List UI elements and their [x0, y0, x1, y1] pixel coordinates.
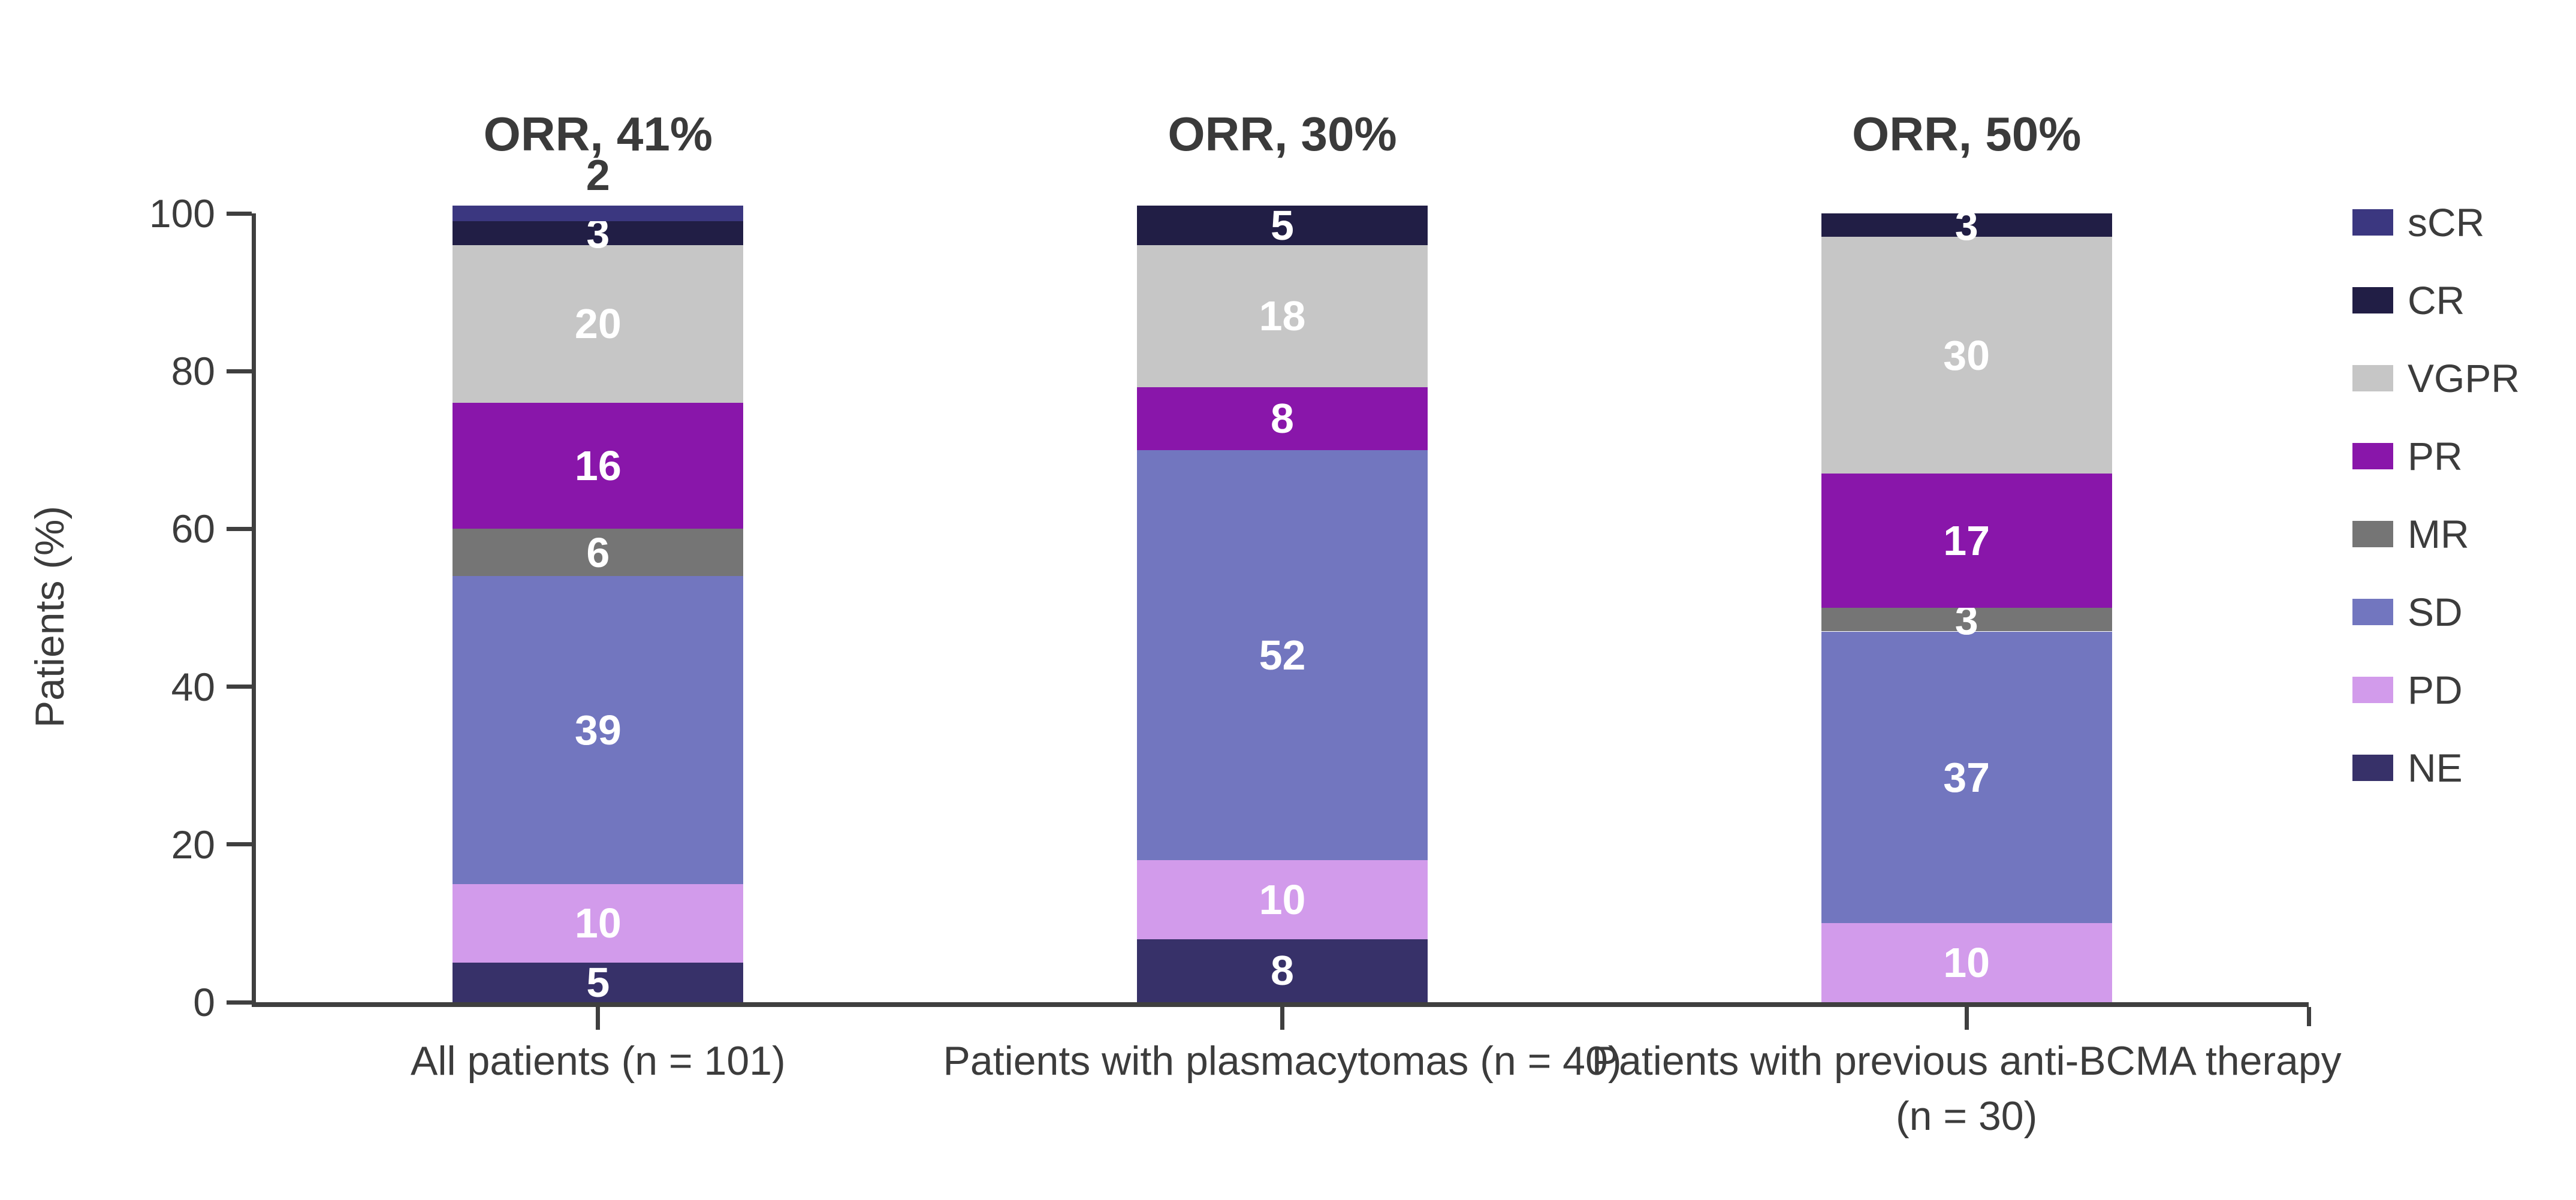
legend-swatch-icon — [2352, 287, 2393, 313]
segment-value-label: 37 — [1943, 753, 1990, 801]
segment-pd: 10 — [1821, 923, 2112, 1002]
legend-swatch-icon — [2352, 365, 2393, 391]
x-axis-end-tick — [2307, 1007, 2311, 1026]
legend-item-cr: CR — [2352, 281, 2520, 320]
segment-value-label: 5 — [1271, 201, 1294, 249]
segment-vgpr: 18 — [1137, 245, 1428, 387]
plot-area: 0 20 40 60 80 100 5 10 39 6 16 20 3 2 ORR, 41% All pati… — [149, 110, 2342, 1139]
segment-sd: 52 — [1137, 450, 1428, 861]
y-tick-mark — [227, 526, 252, 531]
segment-value-label: 5 — [586, 959, 610, 1006]
segment-value-label: 6 — [586, 529, 610, 576]
legend-swatch-icon — [2352, 209, 2393, 236]
segment-pd: 10 — [1137, 860, 1428, 939]
legend-swatch-icon — [2352, 443, 2393, 469]
bar-2: 8 10 52 8 18 5 — [1137, 204, 1428, 1002]
y-tick-mark — [227, 842, 252, 847]
y-tick-mark — [227, 1000, 252, 1005]
legend-item-vgpr: VGPR — [2352, 358, 2520, 398]
y-axis-title: Patients (%) — [27, 505, 73, 728]
bar-3: 10 37 3 17 30 3 — [1821, 204, 2112, 1002]
x-category-label: Patients with plasmacytomas (n = 40) — [943, 1038, 1622, 1084]
segment-value-label: 8 — [1271, 947, 1294, 994]
segment-value-label: 52 — [1259, 631, 1306, 679]
orr-label: ORR, 41% — [483, 107, 713, 161]
segment-scr — [453, 205, 744, 222]
segment-value-label: 39 — [574, 706, 622, 753]
segment-ne: 8 — [1137, 939, 1428, 1002]
legend-label: sCR — [2408, 200, 2485, 245]
segment-value-label: 8 — [1271, 395, 1294, 442]
y-tick-mark — [227, 211, 252, 216]
x-tick-mark — [1280, 1007, 1284, 1030]
y-tick-mark — [227, 369, 252, 373]
legend-label: SD — [2408, 590, 2463, 634]
legend-swatch-icon — [2352, 677, 2393, 703]
y-tick-label: 20 — [171, 822, 215, 867]
legend-label: MR — [2408, 512, 2469, 556]
segment-pr: 17 — [1821, 474, 2112, 608]
segment-ne: 5 — [453, 959, 744, 1006]
segment-pr: 8 — [1137, 387, 1428, 450]
legend-item-pr: PR — [2352, 436, 2520, 476]
segment-sd: 39 — [453, 576, 744, 884]
legend-label: NE — [2408, 746, 2463, 790]
segment-cr: 3 — [453, 212, 744, 254]
segment-value-label: 10 — [1259, 876, 1306, 923]
segment-value-label: 18 — [1259, 293, 1306, 340]
x-category-label: Patients with previous anti-BCMA therapy… — [1591, 1038, 2342, 1139]
y-tick-label: 100 — [149, 191, 215, 236]
legend-swatch-icon — [2352, 599, 2393, 625]
segment-value-label-outside: 2 — [586, 151, 610, 200]
segment-vgpr: 30 — [1821, 237, 2112, 474]
legend-item-pd: PD — [2352, 670, 2520, 710]
orr-label: ORR, 50% — [1851, 107, 2082, 161]
segment-mr: 6 — [453, 529, 744, 577]
legend-item-scr: sCR — [2352, 203, 2520, 242]
legend-item-mr: MR — [2352, 514, 2520, 554]
segment-value-label: 30 — [1943, 331, 1990, 379]
y-tick-mark — [227, 685, 252, 689]
x-tick-mark — [1964, 1007, 1969, 1030]
segment-value-label: 10 — [1943, 939, 1990, 987]
segment-pr: 16 — [453, 402, 744, 529]
y-tick-label: 0 — [193, 980, 215, 1024]
y-tick-label: 40 — [171, 664, 215, 709]
segment-value-label: 17 — [1943, 517, 1990, 565]
segment-cr: 5 — [1137, 201, 1428, 249]
segment-value-label: 20 — [574, 300, 622, 348]
legend: sCR CR VGPR PR MR SD PD NE — [2352, 203, 2520, 788]
segment-vgpr: 20 — [453, 245, 744, 403]
legend-label: CR — [2408, 278, 2465, 322]
segment-value-label: 16 — [574, 442, 622, 490]
segment-mr: 3 — [1821, 599, 2112, 641]
segment-value-label: 10 — [574, 900, 622, 947]
legend-label: PR — [2408, 434, 2463, 478]
segment-cr: 3 — [1821, 204, 2112, 246]
segment-value-label: 3 — [1954, 201, 1978, 249]
bar-1: 5 10 39 6 16 20 3 — [453, 205, 744, 1006]
legend-label: PD — [2408, 668, 2463, 712]
legend-swatch-icon — [2352, 755, 2393, 781]
segment-pd: 10 — [453, 884, 744, 963]
orr-label: ORR, 30% — [1168, 107, 1397, 161]
legend-swatch-icon — [2352, 521, 2393, 547]
x-tick-mark — [596, 1007, 601, 1030]
legend-item-ne: NE — [2352, 748, 2520, 788]
legend-item-sd: SD — [2352, 592, 2520, 632]
segment-sd: 37 — [1821, 631, 2112, 924]
y-tick-label: 80 — [171, 349, 215, 394]
legend-label: VGPR — [2408, 356, 2520, 400]
x-category-label: All patients (n = 101) — [411, 1038, 786, 1084]
y-tick-label: 60 — [171, 506, 215, 551]
